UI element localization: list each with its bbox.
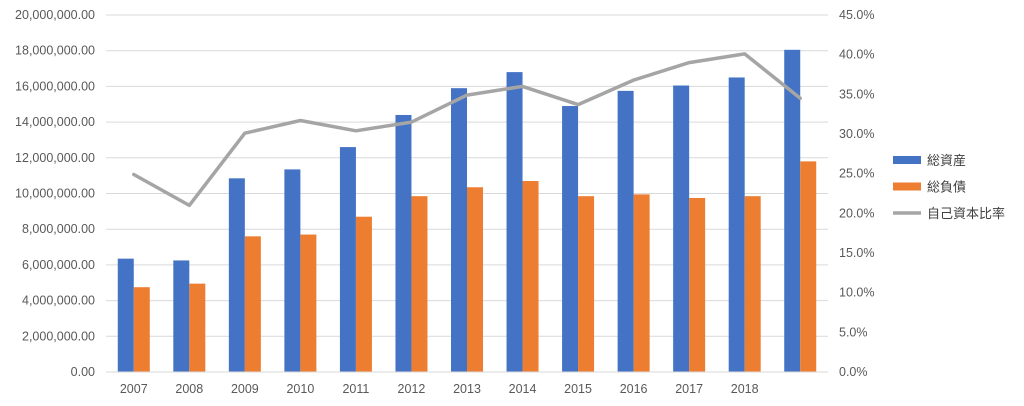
bar-total-assets xyxy=(339,147,356,372)
x-axis-tick-label: 2011 xyxy=(342,382,369,396)
right-axis-tick-label: 25.0% xyxy=(839,167,874,181)
bar-total-assets xyxy=(173,260,190,372)
ratio-line xyxy=(132,52,802,208)
bar-total-liabilities xyxy=(689,197,706,372)
bars xyxy=(117,49,817,373)
left-axis-tick-label: 0.00 xyxy=(71,365,95,379)
left-axis-tick-label: 4,000,000.00 xyxy=(22,294,95,308)
right-axis-tick-label: 45.0% xyxy=(839,8,874,22)
bar-total-liabilities xyxy=(633,194,650,372)
x-axis-tick-label: 2017 xyxy=(675,382,703,396)
left-axis-tick-label: 14,000,000.00 xyxy=(15,115,95,129)
bar-total-liabilities xyxy=(578,196,595,372)
left-axis-tick-label: 6,000,000.00 xyxy=(22,258,95,272)
right-axis-tick-label: 5.0% xyxy=(839,325,868,339)
bar-total-liabilities xyxy=(467,187,483,372)
bar-total-liabilities xyxy=(189,283,206,372)
bar-total-assets xyxy=(728,77,745,372)
bar-total-assets xyxy=(562,106,579,372)
equity-ratio-line xyxy=(132,52,802,208)
bar-total-assets xyxy=(617,90,634,373)
left-axis-tick-label: 20,000,000.00 xyxy=(15,8,95,22)
right-axis-tick-label: 15.0% xyxy=(839,246,874,260)
right-axis-tick-label: 0.0% xyxy=(839,365,868,379)
left-axis-tick-label: 12,000,000.00 xyxy=(15,151,95,165)
x-axis-tick-label: 2008 xyxy=(175,382,203,396)
bar-total-liabilities xyxy=(244,236,261,372)
bar-total-liabilities xyxy=(744,196,761,372)
legend-label: 総資産 xyxy=(927,153,966,169)
left-axis-tick-label: 10,000,000.00 xyxy=(15,187,95,201)
x-axis-tick-label: 2016 xyxy=(620,382,648,396)
x-axis-tick-label: 2013 xyxy=(453,382,481,396)
x-axis-tick-label: 2012 xyxy=(398,382,426,396)
bar-total-assets xyxy=(284,169,301,372)
left-axis-tick-label: 18,000,000.00 xyxy=(15,44,95,58)
bar-total-liabilities xyxy=(522,181,539,372)
right-axis-tick-label: 20.0% xyxy=(839,206,874,220)
right-axis-tick-label: 40.0% xyxy=(839,48,874,62)
bar-total-liabilities xyxy=(800,161,817,372)
bar-total-assets xyxy=(784,49,801,373)
bar-total-assets xyxy=(673,85,690,372)
right-axis-tick-label: 35.0% xyxy=(839,87,874,101)
bar-total-assets xyxy=(506,72,523,373)
bar-total-assets xyxy=(451,88,467,372)
bar-total-liabilities xyxy=(133,287,150,372)
left-axis-tick-label: 2,000,000.00 xyxy=(22,329,95,343)
bar-total-liabilities xyxy=(355,216,372,372)
legend-label: 総負債 xyxy=(927,181,966,196)
left-axis-tick-label: 16,000,000.00 xyxy=(15,79,95,93)
x-axis-tick-label: 2010 xyxy=(286,382,314,396)
x-axis-tick-label: 2015 xyxy=(564,382,592,396)
bar-total-assets xyxy=(228,178,245,372)
bar-total-liabilities xyxy=(411,196,428,372)
x-axis-tick-label: 2007 xyxy=(120,382,148,396)
bar-total-assets xyxy=(395,114,412,373)
bar-total-assets xyxy=(117,258,134,372)
right-axis-tick-label: 10.0% xyxy=(839,286,874,300)
legend-swatch xyxy=(893,182,921,191)
left-axis-tick-label: 8,000,000.00 xyxy=(22,222,95,236)
bar-total-liabilities xyxy=(300,234,317,372)
axes: 0.00 2,000,000.00 4,000,000.00 6,000,000.00… xyxy=(15,8,874,396)
legend-swatch xyxy=(893,156,921,164)
right-axis-tick-label: 30.0% xyxy=(839,127,874,141)
x-axis-tick-label: 2014 xyxy=(509,382,537,396)
x-axis-tick-label: 2018 xyxy=(731,382,759,396)
legend-label: 自己資本比率 xyxy=(927,206,1005,222)
x-axis-tick-label: 2009 xyxy=(231,382,259,396)
